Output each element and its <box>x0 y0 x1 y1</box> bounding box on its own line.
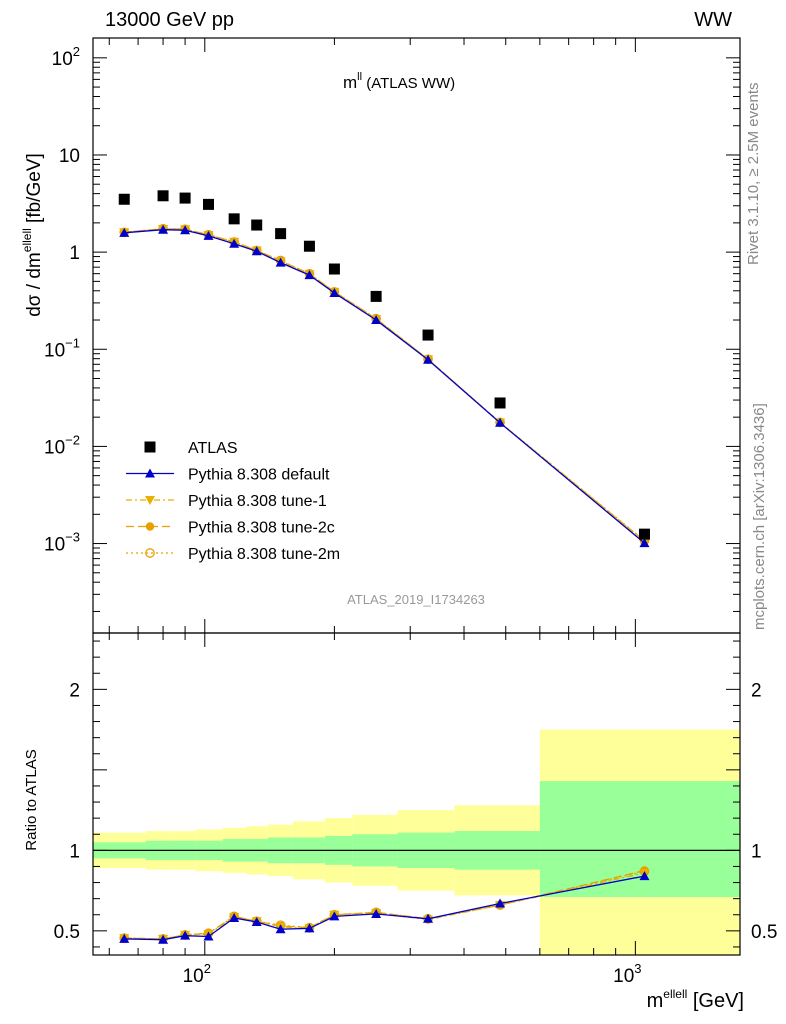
plot-title-main: m <box>343 73 357 92</box>
main-series-0-point-0 <box>118 193 130 205</box>
main-series-0-point-3 <box>202 198 214 210</box>
main-series-0-point-8 <box>328 263 340 275</box>
main-series-1-point-9 <box>371 315 382 325</box>
main-y-tick-label-0: 102 <box>52 44 80 70</box>
main-series-0-point-6 <box>275 228 287 240</box>
legend-marker-4 <box>145 548 155 558</box>
ratio-panel-ticks: 0.5 0.5 1 1 2 2 102 103 <box>54 633 777 987</box>
ratio-series-0-point-2 <box>180 930 191 940</box>
ratio-series-0-point-1 <box>158 934 169 944</box>
ratio-uncertainty-bands <box>93 729 740 955</box>
main-y-axis-label-main: dσ / dm <box>24 252 45 317</box>
main-series-0-point-1 <box>157 190 169 202</box>
ratio-panel-border <box>92 632 741 956</box>
ratio-series-0-point-4 <box>229 912 240 922</box>
legend-label-0: ATLAS <box>188 440 238 457</box>
x-axis-label-main: m <box>647 990 664 1012</box>
ratio-series-0-point-6 <box>275 924 286 934</box>
main-series-1-point-6 <box>275 257 286 267</box>
ratio-y-tick-label-left-2: 2 <box>69 680 80 701</box>
legend-entry-1: Pythia 8.308 default <box>126 467 330 484</box>
ratio-series-0-point-11 <box>495 898 506 908</box>
legend-label-2: Pythia 8.308 tune-1 <box>188 493 327 510</box>
ratio-panel-frame <box>92 632 741 956</box>
ratio-y-axis-label: Ratio to ATLAS <box>23 749 40 850</box>
plot-title: mll (ATLAS WW) <box>343 71 455 92</box>
ratio-series-0-point-12 <box>639 871 650 881</box>
legend-marker-2 <box>145 496 155 505</box>
ratio-y-tick-label-left-1: 1 <box>69 841 80 862</box>
legend-entry-4: Pythia 8.308 tune-2m <box>126 546 340 563</box>
legend-label-1: Pythia 8.308 default <box>188 467 330 484</box>
legend-marker-0 <box>144 441 156 453</box>
side-label-mcplots: mcplots.cern.ch [arXiv:1306.3436] <box>751 403 768 630</box>
main-series-1-point-11 <box>495 417 506 427</box>
legend-entry-2: Pythia 8.308 tune-1 <box>126 493 327 510</box>
main-series-1-point-1 <box>158 224 169 234</box>
main-y-tick-label-3: 10−1 <box>44 335 80 361</box>
header-left: 13000 GeV pp <box>105 9 234 31</box>
ratio-y-tick-label-right-2: 2 <box>751 680 762 701</box>
main-panel-ticks: 102 10 1 10−1 10−2 10−3 <box>44 38 740 633</box>
ratio-series-0-point-7 <box>304 923 315 933</box>
ratio-series-0-point-10 <box>423 913 434 923</box>
main-series-1-point-8 <box>329 287 340 297</box>
main-y-axis-label-rest: [fb/GeV] <box>24 153 45 228</box>
legend-entry-3: Pythia 8.308 tune-2c <box>126 520 335 537</box>
legend-marker-1 <box>145 468 155 478</box>
main-series-1-point-7 <box>304 270 315 280</box>
ratio-y-tick-label-right-0: 0.5 <box>751 922 777 943</box>
ratio-stat-band-12 <box>539 781 740 898</box>
main-series-0-point-9 <box>370 290 382 302</box>
ratio-series-0-point-3 <box>203 931 214 941</box>
main-y-axis-label-sup: ellell <box>20 228 34 252</box>
main-series-0-point-2 <box>179 192 191 204</box>
main-y-tick-label-1: 10 <box>59 146 80 167</box>
x-axis-label-rest: [GeV] <box>687 990 744 1012</box>
x-tick-label-0: 102 <box>183 961 211 987</box>
main-series-1-point-5 <box>251 246 262 256</box>
main-series-0-point-11 <box>494 397 506 409</box>
legend-entry-0: ATLAS <box>144 440 238 457</box>
main-y-tick-label-5: 10−3 <box>44 530 80 556</box>
main-series-1-point-12 <box>639 538 650 548</box>
side-label-rivet: Rivet 3.1.10, ≥ 2.5M events <box>745 83 762 266</box>
x-axis-label-sup: ellell <box>663 987 687 1001</box>
analysis-label: ATLAS_2019_I1734263 <box>347 592 485 607</box>
main-y-tick-label-4: 10−2 <box>44 432 80 458</box>
ratio-series-0-point-5 <box>251 916 262 926</box>
ratio-panel-series <box>119 866 650 944</box>
ratio-y-tick-label-right-1: 1 <box>751 841 762 862</box>
ratio-series-0-point-0 <box>119 933 130 943</box>
ratio-y-tick-label-left-0: 0.5 <box>54 922 80 943</box>
main-series-1-point-2 <box>180 225 191 235</box>
main-series-0-point-5 <box>251 219 263 231</box>
legend-label-4: Pythia 8.308 tune-2m <box>188 546 340 563</box>
main-series-1-point-3 <box>203 230 214 240</box>
legend-label-3: Pythia 8.308 tune-2c <box>188 520 335 537</box>
header-right: WW <box>694 9 732 31</box>
main-y-axis-label: dσ / dmellell [fb/GeV] <box>20 153 45 317</box>
main-series-1-point-0 <box>119 227 130 237</box>
x-tick-label-1: 103 <box>613 961 641 987</box>
legend: ATLAS Pythia 8.308 default Pythia 8.308 tu… <box>126 440 340 563</box>
plot-title-sup: ll <box>357 71 362 83</box>
main-y-tick-label-2: 1 <box>69 243 80 264</box>
main-series-0-point-4 <box>228 213 240 225</box>
legend-marker-3 <box>145 522 155 531</box>
ratio-series-0-point-8 <box>329 911 340 921</box>
plot-title-rest: (ATLAS WW) <box>362 75 455 92</box>
main-panel-series <box>118 190 650 548</box>
main-series-0-point-7 <box>303 240 315 252</box>
main-series-0-point-10 <box>422 329 434 341</box>
ratio-series-0-point-9 <box>371 908 382 918</box>
main-series-1-point-4 <box>229 238 240 248</box>
main-series-1-point-10 <box>423 354 434 364</box>
main-series-0-point-12 <box>638 528 650 540</box>
x-axis-label: mellell [GeV] <box>647 987 744 1012</box>
